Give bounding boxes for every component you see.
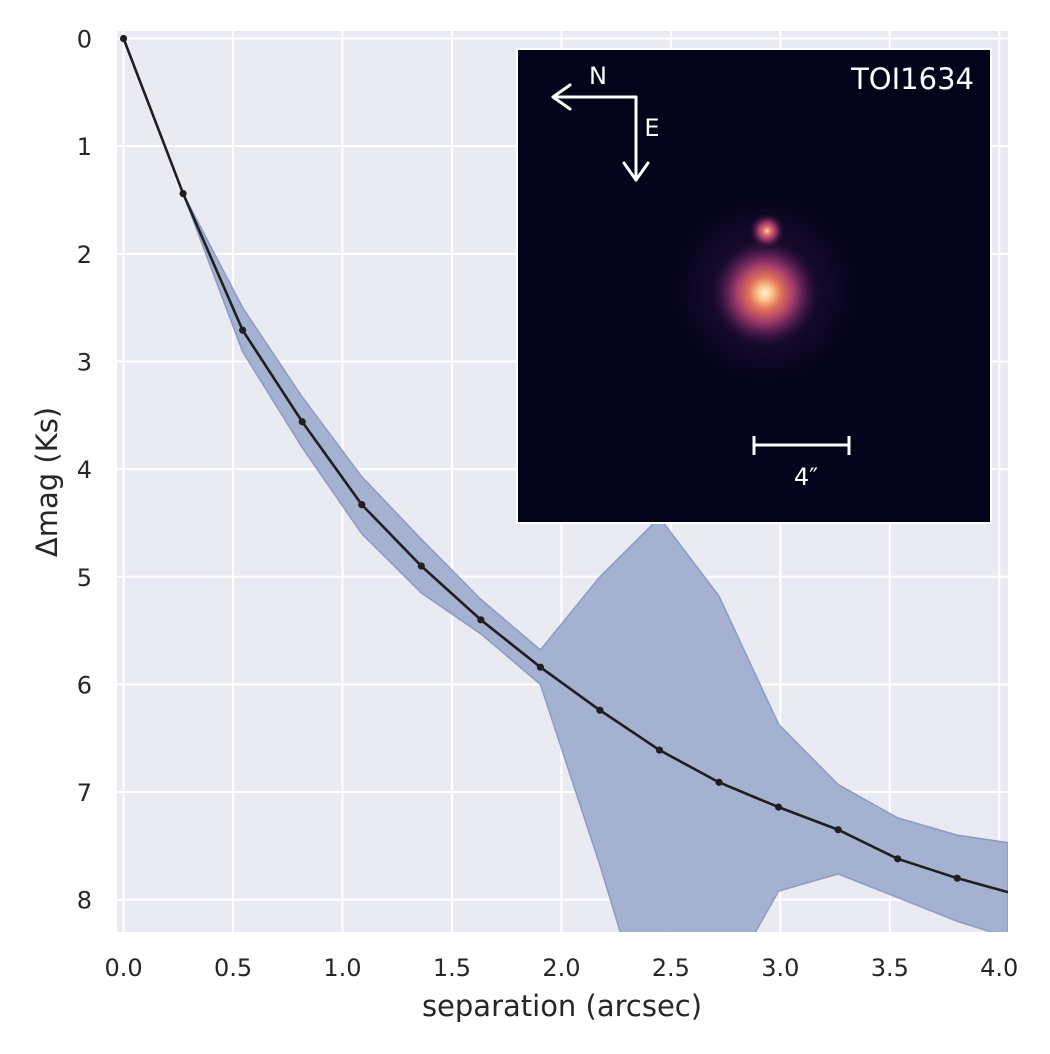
x-axis-ticks: 0.0 0.5 1.0 1.5 2.0 2.5 3.0 3.5 4.0 bbox=[104, 954, 1018, 982]
contrast-point bbox=[239, 326, 247, 334]
x-tick-label: 0.5 bbox=[214, 954, 252, 982]
contrast-point bbox=[179, 189, 187, 198]
x-tick-label: 4.0 bbox=[980, 954, 1018, 982]
contrast-series bbox=[119, 34, 1008, 894]
contrast-point bbox=[715, 778, 723, 786]
x-tick-label: 3.0 bbox=[761, 954, 799, 982]
scale-bar-icon bbox=[752, 436, 851, 455]
y-tick-label: 7 bbox=[77, 779, 92, 807]
inset-image: N E TOI1634 4″ bbox=[516, 48, 992, 524]
uncertainty-band bbox=[122, 38, 1008, 932]
contrast-point bbox=[655, 746, 664, 754]
x-tick-label: 1.5 bbox=[433, 954, 471, 982]
contrast-point bbox=[536, 663, 544, 671]
contrast-point bbox=[298, 418, 306, 426]
y-tick-label: 2 bbox=[77, 241, 92, 269]
x-axis-label: separation (arcsec) bbox=[422, 989, 702, 1023]
contrast-point bbox=[953, 874, 961, 882]
y-tick-label: 3 bbox=[77, 348, 92, 376]
y-axis-ticks: 0 1 2 3 4 5 6 7 8 bbox=[77, 26, 92, 915]
inset-companion-star bbox=[748, 212, 786, 250]
contrast-point bbox=[417, 562, 425, 570]
contrast-point bbox=[596, 706, 604, 714]
contrast-point bbox=[894, 855, 902, 863]
y-tick-label: 5 bbox=[77, 564, 92, 592]
contrast-curve-line bbox=[122, 38, 1008, 894]
x-tick-label: 2.5 bbox=[652, 954, 690, 982]
y-tick-label: 1 bbox=[77, 133, 92, 161]
y-tick-label: 0 bbox=[77, 26, 92, 54]
x-tick-label: 0.0 bbox=[104, 954, 142, 982]
contrast-point bbox=[477, 616, 485, 624]
inset-target-label: TOI1634 bbox=[850, 62, 974, 96]
compass-icon bbox=[551, 83, 650, 182]
inset-primary-star bbox=[707, 235, 823, 351]
compass-n-label: N bbox=[589, 62, 607, 90]
y-tick-label: 4 bbox=[77, 456, 92, 484]
x-tick-label: 2.0 bbox=[542, 954, 580, 982]
uncertainty-band-area bbox=[122, 38, 1008, 932]
contrast-point bbox=[358, 501, 366, 509]
contrast-point bbox=[119, 34, 128, 43]
contrast-point bbox=[774, 803, 783, 811]
x-tick-label: 1.0 bbox=[323, 954, 361, 982]
y-axis-label: Δmag (Ks) bbox=[30, 407, 64, 557]
contrast-point bbox=[834, 826, 842, 834]
y-tick-label: 6 bbox=[77, 671, 92, 699]
scale-bar-label: 4″ bbox=[794, 463, 818, 491]
compass-e-label: E bbox=[644, 114, 659, 142]
x-tick-label: 3.5 bbox=[871, 954, 909, 982]
y-tick-label: 8 bbox=[77, 887, 92, 915]
